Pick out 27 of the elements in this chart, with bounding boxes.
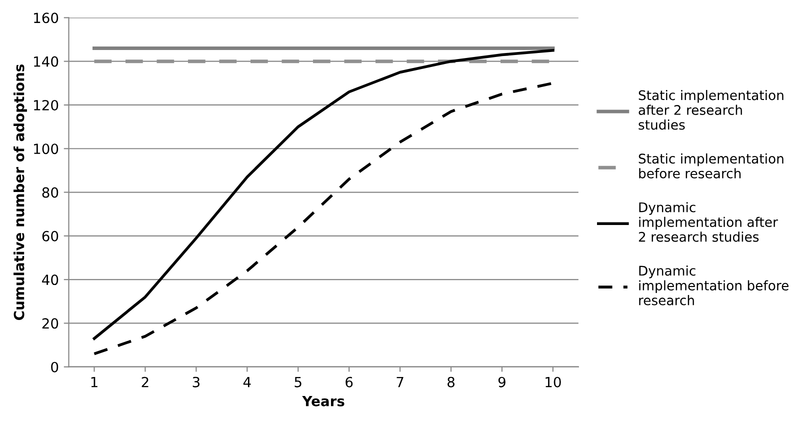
x-tick-label: 2 xyxy=(142,376,148,388)
x-tick-label: 4 xyxy=(243,377,251,388)
y-axis-title: Cumulative number of adoptions xyxy=(14,64,27,320)
x-tick-label: 1 xyxy=(91,377,98,388)
line-series xyxy=(92,49,554,340)
y-tick-label: 100 xyxy=(34,144,58,154)
y-tick-label: 80 xyxy=(42,187,58,198)
legend-label: Static implementation after 2 research studies xyxy=(638,90,784,130)
legend-label: Dynamic implementation after 2 research studies xyxy=(638,202,778,242)
y-tick-label: 40 xyxy=(42,274,58,286)
legend-label: Dynamic implementation before research xyxy=(639,266,788,306)
x-tick-label: 5 xyxy=(294,377,302,388)
legend-label: Static implementation before research xyxy=(638,153,784,178)
y-tick-label: 160 xyxy=(34,12,58,24)
x-tick-label: 6 xyxy=(346,376,353,388)
y-tick-label: 60 xyxy=(42,230,58,242)
x-tick-label: 8 xyxy=(448,376,454,388)
y-tick-label: 120 xyxy=(34,100,58,110)
y-tick-label: 140 xyxy=(34,56,58,67)
x-tick-label: 10 xyxy=(546,376,561,388)
y-tick-label: 20 xyxy=(42,318,58,329)
x-tick-label: 7 xyxy=(396,377,404,388)
y-tick-label: 0 xyxy=(51,362,58,372)
x-axis-title: Years xyxy=(302,396,344,406)
x-tick-label: 9 xyxy=(498,376,506,388)
x-tick-label: 3 xyxy=(192,376,200,388)
line-series xyxy=(92,82,554,356)
